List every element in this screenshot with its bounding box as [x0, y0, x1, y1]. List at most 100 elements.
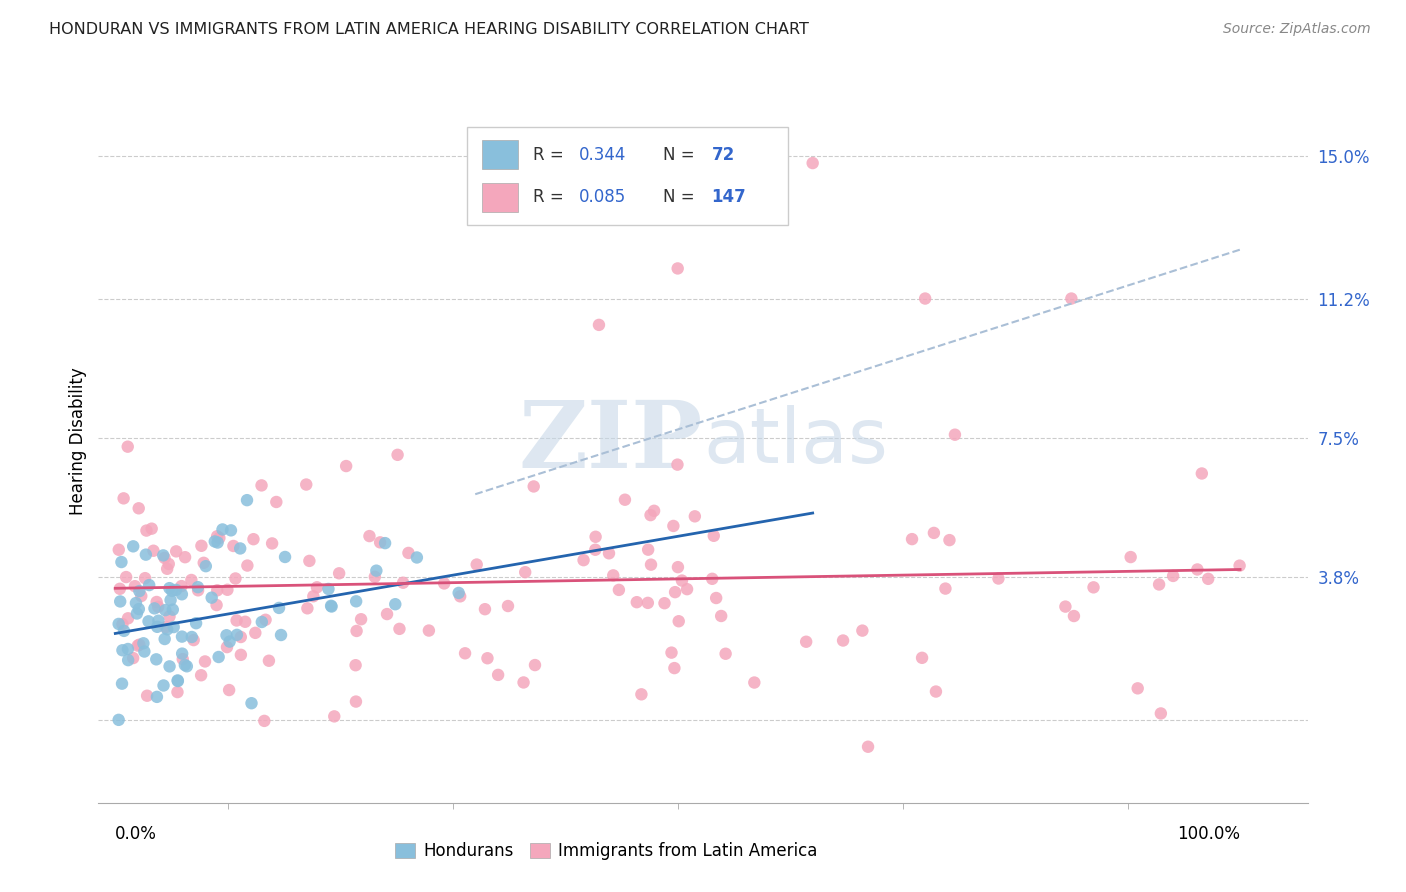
Point	[1150, 706, 1173, 721]
Point	[112, 491, 135, 506]
Point	[194, 559, 217, 574]
Point	[107, 542, 129, 557]
Point	[155, 620, 177, 634]
Point	[153, 550, 176, 565]
Point	[938, 533, 960, 548]
Point	[172, 652, 194, 666]
Point	[626, 595, 648, 609]
Point	[387, 448, 409, 462]
Point	[433, 576, 456, 591]
Point	[302, 589, 325, 603]
Point	[146, 620, 169, 634]
Point	[165, 544, 187, 558]
Point	[115, 570, 138, 584]
Point	[176, 659, 198, 673]
Point	[135, 548, 157, 562]
Point	[110, 555, 132, 569]
Point	[856, 739, 879, 754]
Point	[523, 479, 546, 493]
Point	[1083, 580, 1105, 594]
Point	[598, 546, 620, 560]
Point	[671, 574, 693, 588]
Point	[215, 628, 238, 642]
Point	[159, 593, 181, 607]
Text: ZIP: ZIP	[519, 397, 703, 486]
Point	[111, 617, 134, 632]
Point	[298, 554, 321, 568]
Point	[125, 596, 148, 610]
Point	[602, 568, 624, 582]
Point	[208, 531, 231, 545]
Point	[146, 690, 169, 704]
Point	[630, 687, 652, 701]
Point	[328, 566, 350, 581]
Point	[588, 318, 610, 332]
Point	[925, 684, 948, 698]
Text: R =: R =	[533, 188, 568, 206]
Point	[117, 642, 139, 657]
Point	[661, 646, 683, 660]
Point	[318, 582, 340, 596]
Point	[138, 578, 160, 592]
Point	[1229, 558, 1251, 573]
Point	[224, 572, 246, 586]
Point	[135, 524, 157, 538]
Point	[305, 580, 328, 594]
Point	[174, 550, 197, 565]
Legend: Hondurans, Immigrants from Latin America: Hondurans, Immigrants from Latin America	[388, 836, 824, 867]
Point	[143, 601, 166, 615]
Point	[136, 689, 159, 703]
Point	[218, 634, 240, 648]
Point	[346, 624, 368, 638]
Point	[643, 504, 665, 518]
Point	[159, 609, 181, 624]
Point	[148, 599, 170, 614]
Point	[454, 646, 477, 660]
Point	[323, 709, 346, 723]
Point	[295, 477, 318, 491]
Point	[129, 589, 152, 603]
Point	[233, 615, 256, 629]
Point	[236, 558, 259, 573]
Point	[943, 427, 966, 442]
Point	[142, 543, 165, 558]
Y-axis label: Hearing Disability: Hearing Disability	[69, 368, 87, 516]
Point	[388, 622, 411, 636]
Text: 147: 147	[711, 188, 747, 206]
Point	[406, 550, 429, 565]
Point	[666, 261, 689, 276]
Point	[180, 573, 202, 587]
Point	[987, 572, 1010, 586]
Point	[156, 562, 179, 576]
Point	[160, 583, 183, 598]
Point	[211, 523, 233, 537]
Point	[683, 509, 706, 524]
Point	[217, 582, 239, 597]
Point	[640, 558, 662, 572]
Point	[141, 522, 163, 536]
Point	[666, 458, 689, 472]
Point	[170, 587, 193, 601]
Point	[486, 668, 509, 682]
Point	[359, 529, 381, 543]
Point	[145, 652, 167, 666]
Point	[637, 596, 659, 610]
Point	[801, 156, 824, 170]
Point	[585, 530, 607, 544]
Point	[1060, 292, 1083, 306]
Text: atlas: atlas	[703, 405, 887, 478]
Point	[128, 501, 150, 516]
Point	[515, 565, 537, 579]
Point	[368, 535, 391, 549]
Point	[744, 675, 766, 690]
Point	[166, 685, 188, 699]
Point	[1197, 572, 1219, 586]
Point	[245, 625, 267, 640]
Text: 100.0%: 100.0%	[1177, 825, 1240, 843]
Point	[267, 601, 290, 615]
Point	[335, 458, 357, 473]
FancyBboxPatch shape	[482, 140, 517, 169]
Point	[512, 675, 534, 690]
Point	[204, 534, 226, 549]
FancyBboxPatch shape	[482, 183, 517, 212]
